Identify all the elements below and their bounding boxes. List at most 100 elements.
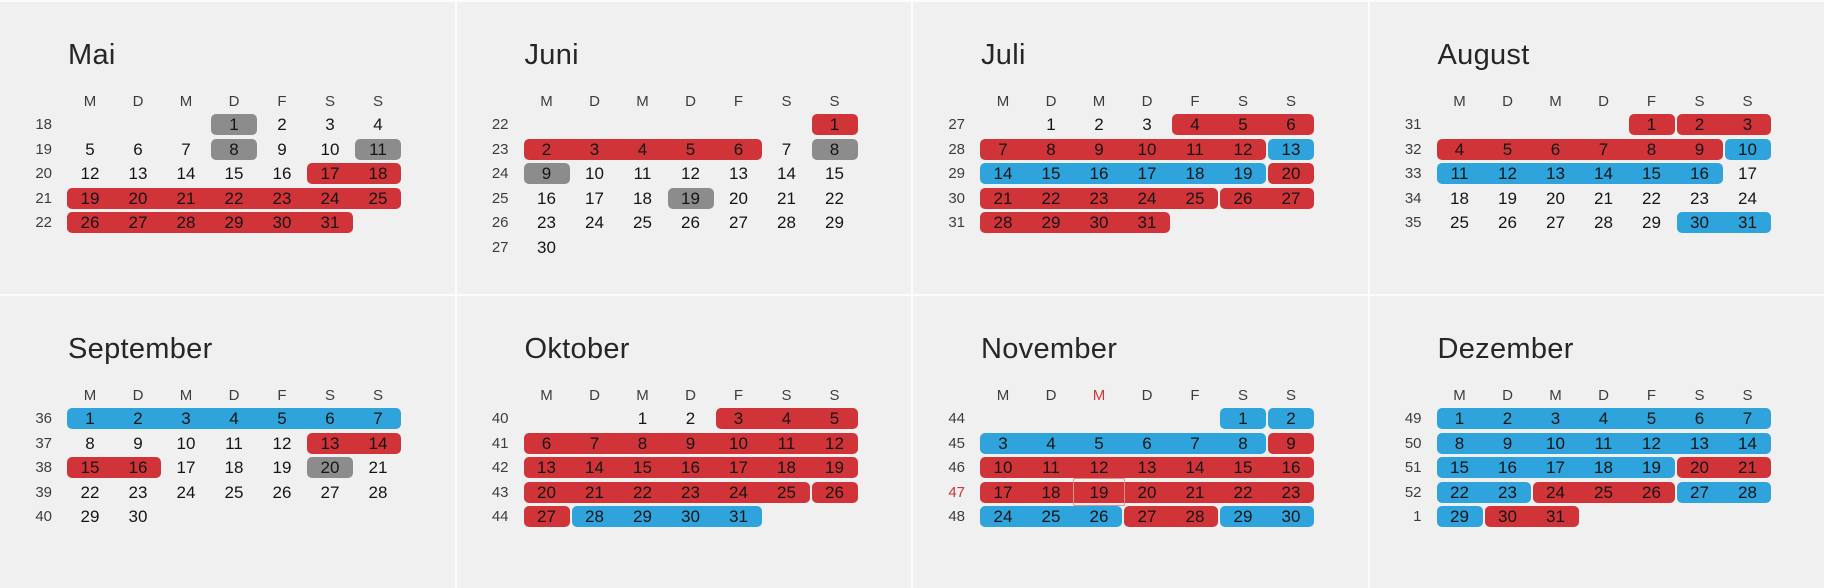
day-cell[interactable]: 22 <box>1041 188 1061 208</box>
day-cell[interactable]: 2 <box>133 409 143 428</box>
highlight-bar-red[interactable] <box>1268 163 1314 184</box>
day-cell[interactable]: 28 <box>368 482 388 502</box>
day-cell[interactable]: 16 <box>1089 164 1109 183</box>
day-cell[interactable]: 14 <box>777 164 796 183</box>
day-cell[interactable]: 26 <box>1233 188 1253 208</box>
day-cell[interactable]: 27 <box>1690 482 1709 502</box>
highlight-bar-gray[interactable] <box>211 114 257 135</box>
day-cell[interactable]: 28 <box>585 507 604 526</box>
day-cell[interactable]: 30 <box>1089 213 1109 232</box>
day-cell[interactable]: 9 <box>685 433 696 453</box>
day-cell[interactable]: 12 <box>681 164 700 183</box>
day-cell[interactable]: 13 <box>128 164 148 183</box>
day-cell[interactable]: 16 <box>128 458 148 477</box>
day-cell[interactable]: 5 <box>1646 409 1657 428</box>
highlight-bar-red[interactable] <box>980 212 1170 233</box>
day-cell[interactable]: 5 <box>277 409 287 428</box>
day-cell[interactable]: 19 <box>1498 188 1517 208</box>
day-cell[interactable]: 29 <box>224 213 244 232</box>
day-cell[interactable]: 17 <box>1546 458 1565 477</box>
day-cell[interactable]: 16 <box>1281 458 1301 477</box>
day-cell[interactable]: 10 <box>585 164 604 183</box>
day-cell[interactable]: 11 <box>1450 164 1469 183</box>
highlight-bar-blue[interactable] <box>67 408 401 429</box>
day-cell[interactable]: 1 <box>229 115 239 134</box>
day-cell[interactable]: 8 <box>1646 139 1657 159</box>
day-cell[interactable]: 19 <box>80 188 100 208</box>
day-cell[interactable]: 24 <box>729 482 748 502</box>
day-cell[interactable]: 3 <box>1742 115 1753 134</box>
day-cell[interactable]: 9 <box>1502 433 1513 453</box>
day-cell[interactable]: 5 <box>85 139 95 159</box>
highlight-bar-blue[interactable] <box>1220 506 1314 527</box>
day-cell[interactable]: 17 <box>585 188 604 208</box>
day-cell[interactable]: 21 <box>1738 458 1757 477</box>
day-cell[interactable]: 21 <box>1594 188 1613 208</box>
day-cell[interactable]: 26 <box>272 482 292 502</box>
day-cell[interactable]: 23 <box>1690 188 1709 208</box>
highlight-bar-red[interactable] <box>1676 114 1771 135</box>
day-cell[interactable]: 21 <box>368 458 388 477</box>
highlight-bar-gray[interactable] <box>307 457 353 478</box>
day-cell[interactable]: 16 <box>537 188 556 208</box>
day-cell[interactable]: 15 <box>224 164 244 183</box>
day-cell[interactable]: 18 <box>224 458 244 477</box>
highlight-bar-gray[interactable] <box>523 163 570 184</box>
day-cell[interactable]: 16 <box>681 458 700 477</box>
highlight-bar-blue[interactable] <box>980 506 1122 527</box>
day-cell[interactable]: 25 <box>224 482 244 502</box>
highlight-bar-red[interactable] <box>1172 114 1314 135</box>
day-cell[interactable]: 20 <box>1281 164 1301 183</box>
day-cell[interactable]: 26 <box>80 213 100 232</box>
day-cell[interactable]: 15 <box>1450 458 1469 477</box>
day-cell[interactable]: 19 <box>1089 482 1109 502</box>
day-cell[interactable]: 11 <box>777 433 796 453</box>
day-cell[interactable]: 4 <box>1046 433 1056 453</box>
highlight-bar-blue[interactable] <box>1436 432 1771 454</box>
highlight-bar-blue[interactable] <box>1436 163 1723 184</box>
day-cell[interactable]: 15 <box>633 458 652 477</box>
day-cell[interactable]: 8 <box>637 433 648 453</box>
day-cell[interactable]: 24 <box>320 188 340 208</box>
highlight-bar-red[interactable] <box>67 187 401 209</box>
day-cell[interactable]: 21 <box>1185 482 1205 502</box>
day-cell[interactable]: 13 <box>1546 164 1565 183</box>
day-cell[interactable]: 15 <box>80 458 100 477</box>
day-cell[interactable]: 10 <box>176 433 196 453</box>
day-cell[interactable]: 23 <box>272 188 292 208</box>
day-cell[interactable]: 8 <box>1454 433 1465 453</box>
day-cell[interactable]: 20 <box>729 188 748 208</box>
day-cell[interactable]: 10 <box>1137 139 1157 159</box>
day-cell[interactable]: 25 <box>1450 213 1469 232</box>
day-cell[interactable]: 29 <box>825 213 844 232</box>
day-cell[interactable]: 17 <box>176 458 196 477</box>
day-cell[interactable]: 18 <box>1450 188 1469 208</box>
day-cell[interactable]: 9 <box>133 433 143 453</box>
day-cell[interactable]: 31 <box>1546 507 1565 526</box>
day-cell[interactable]: 8 <box>1046 139 1056 159</box>
day-cell[interactable]: 1 <box>637 409 648 428</box>
day-cell[interactable]: 19 <box>681 188 700 208</box>
highlight-bar-red[interactable] <box>1268 432 1314 454</box>
day-cell[interactable]: 20 <box>537 482 556 502</box>
highlight-bar-blue[interactable] <box>1436 457 1675 478</box>
day-cell[interactable]: 18 <box>368 164 388 183</box>
day-cell[interactable]: 6 <box>325 409 335 428</box>
day-cell[interactable]: 17 <box>1137 164 1157 183</box>
highlight-bar-red[interactable] <box>307 432 401 454</box>
day-cell[interactable]: 5 <box>829 409 840 428</box>
day-cell[interactable]: 3 <box>181 409 191 428</box>
day-cell[interactable]: 25 <box>777 482 796 502</box>
day-cell[interactable]: 5 <box>685 139 696 159</box>
highlight-bar-blue[interactable] <box>980 163 1266 184</box>
day-cell[interactable]: 12 <box>272 433 292 453</box>
day-cell[interactable]: 13 <box>729 164 748 183</box>
highlight-bar-red[interactable] <box>67 212 353 233</box>
day-cell[interactable]: 30 <box>681 507 700 526</box>
day-cell[interactable]: 9 <box>277 139 287 159</box>
day-cell[interactable]: 28 <box>1594 213 1613 232</box>
day-cell[interactable]: 10 <box>993 458 1013 477</box>
day-cell[interactable]: 30 <box>1498 507 1517 526</box>
day-cell[interactable]: 11 <box>225 433 243 453</box>
day-cell[interactable]: 12 <box>80 164 100 183</box>
